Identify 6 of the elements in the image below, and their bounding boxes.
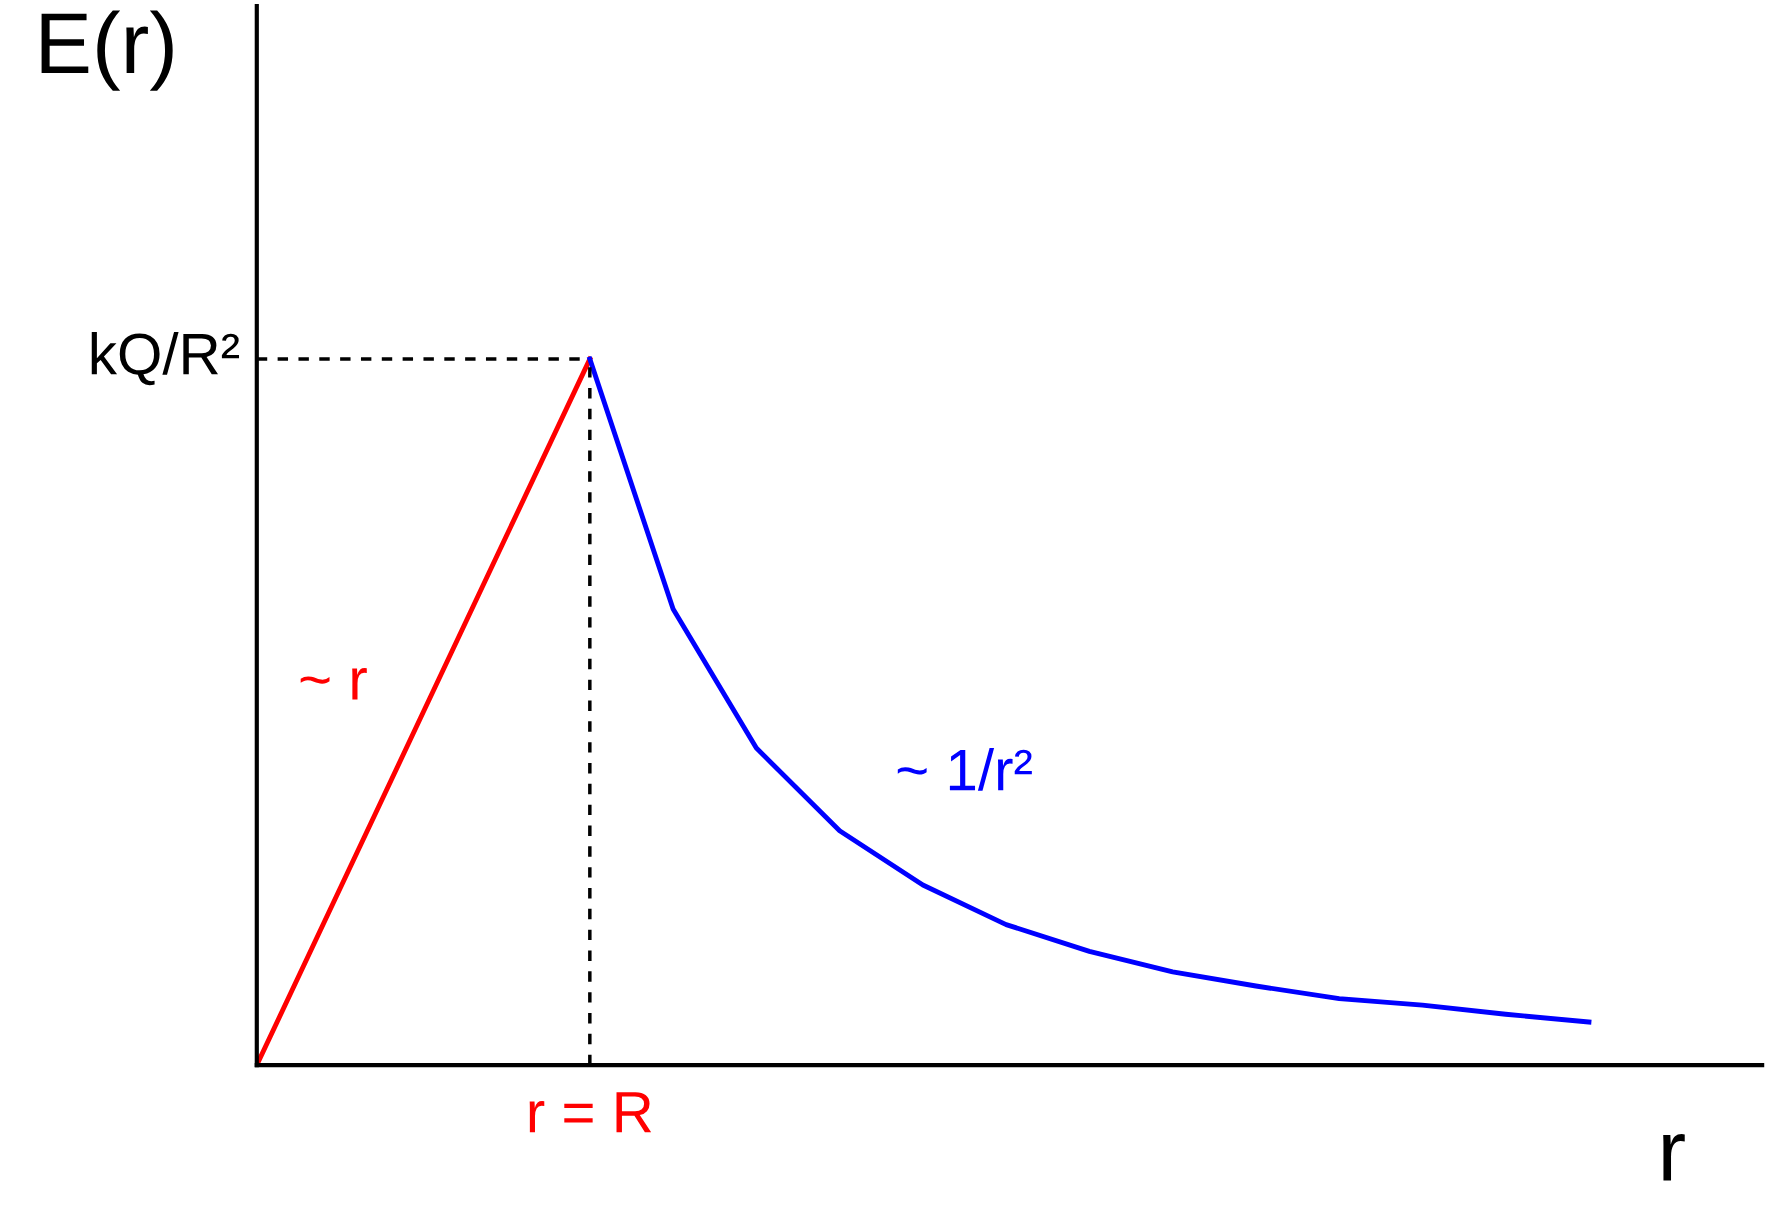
x-axis-title: r (1663, 1134, 1685, 1181)
ref-line-label: kQ/R² (91, 331, 240, 386)
text: r = R (529, 1092, 652, 1133)
annotation: ~ 1/r² (897, 747, 1032, 791)
y-axis-title: E(r) (41, 10, 173, 91)
annotation: ~ r (300, 667, 367, 700)
